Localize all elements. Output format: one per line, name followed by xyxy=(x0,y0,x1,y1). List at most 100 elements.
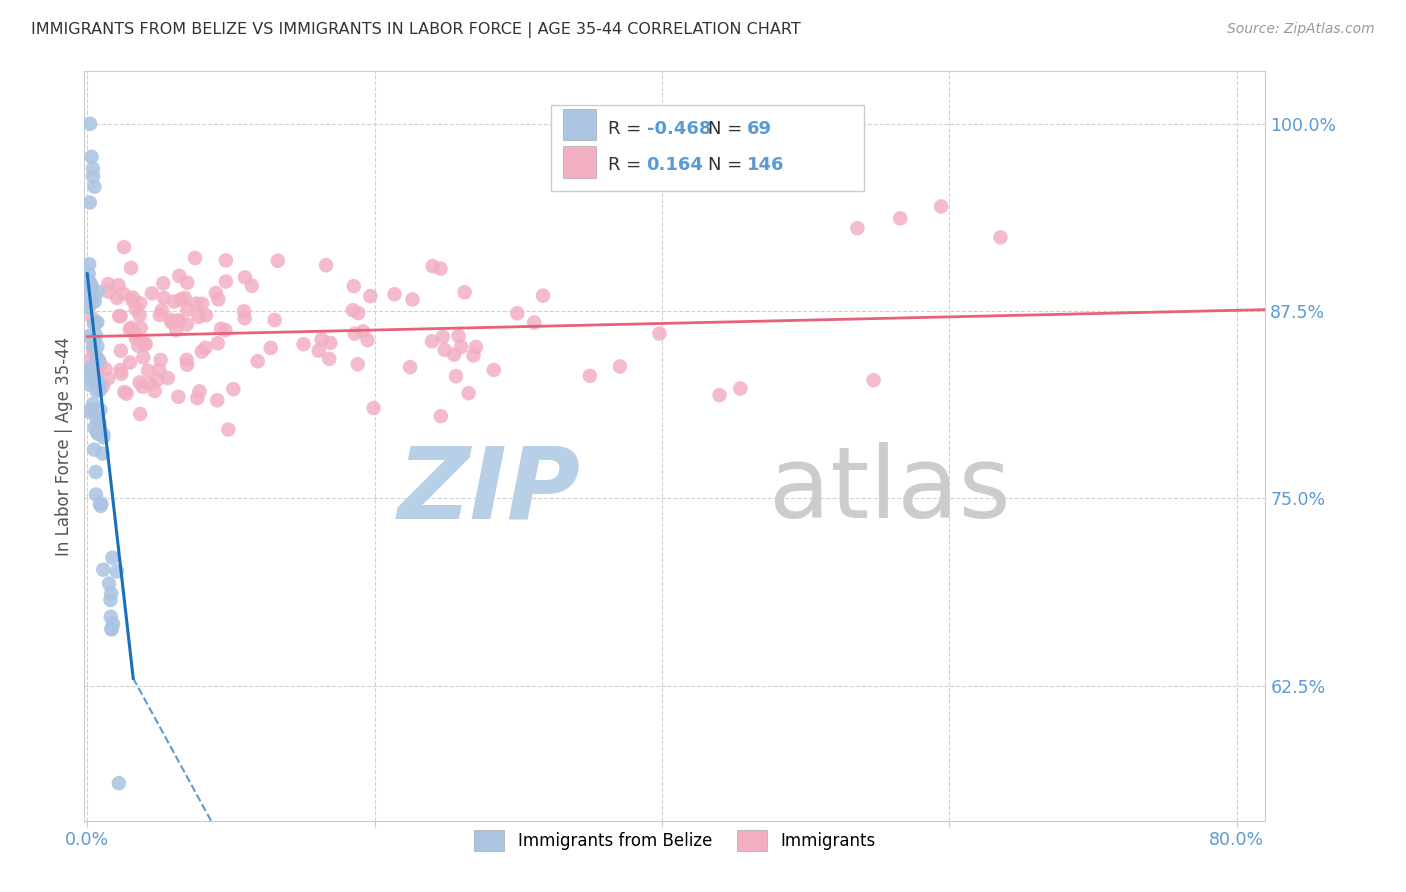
Point xyxy=(132,351,155,365)
Point xyxy=(129,407,152,421)
Point xyxy=(194,341,217,355)
Point xyxy=(167,314,190,328)
Point xyxy=(128,308,150,322)
Point xyxy=(506,306,529,320)
Point xyxy=(80,368,103,383)
Point xyxy=(159,313,181,327)
Point xyxy=(100,609,122,624)
Point xyxy=(112,286,135,301)
Point xyxy=(83,179,105,194)
Bar xyxy=(562,109,596,140)
Point xyxy=(98,576,121,591)
Point xyxy=(107,278,129,293)
Point xyxy=(84,351,107,366)
Point xyxy=(176,318,198,332)
Point xyxy=(128,376,150,390)
Point xyxy=(648,326,671,341)
Point xyxy=(122,326,145,340)
Point xyxy=(105,565,128,579)
Point xyxy=(308,343,330,358)
Point xyxy=(91,446,114,460)
Point xyxy=(120,321,142,335)
Point xyxy=(267,253,290,268)
Point xyxy=(79,277,101,291)
Point xyxy=(173,291,195,305)
Point xyxy=(82,161,104,176)
Point xyxy=(929,199,952,213)
Point xyxy=(121,293,143,308)
Point xyxy=(89,419,111,434)
Point xyxy=(77,257,100,271)
Point xyxy=(83,317,105,331)
Point xyxy=(120,260,142,275)
Point xyxy=(82,397,104,411)
Text: 0.164: 0.164 xyxy=(647,156,703,174)
Point xyxy=(121,290,143,304)
Point xyxy=(148,363,170,377)
Point xyxy=(482,363,505,377)
FancyBboxPatch shape xyxy=(551,105,863,191)
Point xyxy=(187,310,209,324)
Point xyxy=(77,301,100,315)
Point xyxy=(359,289,381,303)
Point xyxy=(609,359,631,374)
Point xyxy=(83,421,105,435)
Point xyxy=(86,373,108,387)
Point xyxy=(79,288,101,302)
Text: atlas: atlas xyxy=(769,442,1011,540)
Point xyxy=(79,276,101,290)
Point xyxy=(79,377,101,392)
Point xyxy=(207,293,229,307)
Point xyxy=(319,335,342,350)
Point xyxy=(135,337,157,351)
Point xyxy=(191,297,214,311)
Point xyxy=(444,369,467,384)
Point xyxy=(94,362,117,376)
Point xyxy=(889,211,911,226)
Point xyxy=(101,616,124,631)
Text: R =: R = xyxy=(607,156,652,174)
Point xyxy=(150,303,173,318)
Point xyxy=(100,622,122,636)
Point xyxy=(260,341,283,355)
Point xyxy=(110,363,132,377)
Legend: Immigrants from Belize, Immigrants: Immigrants from Belize, Immigrants xyxy=(468,823,882,857)
Point xyxy=(91,563,114,577)
Point xyxy=(352,325,374,339)
Point xyxy=(222,382,245,396)
Point xyxy=(115,386,138,401)
Point xyxy=(215,275,238,289)
Point xyxy=(186,391,208,405)
Point xyxy=(207,393,229,408)
Point xyxy=(118,355,141,369)
Point xyxy=(86,339,108,353)
Point xyxy=(86,365,108,379)
Point xyxy=(433,343,456,357)
Point xyxy=(86,384,108,398)
Point xyxy=(862,373,884,387)
Point xyxy=(110,309,132,323)
Point xyxy=(176,276,198,290)
Point xyxy=(80,279,103,293)
Text: -0.468: -0.468 xyxy=(647,120,711,138)
Point xyxy=(77,278,100,293)
Point xyxy=(170,293,193,307)
Point xyxy=(87,414,110,428)
Point xyxy=(429,261,451,276)
Point xyxy=(579,368,602,383)
Point xyxy=(89,383,111,397)
Point xyxy=(82,373,104,387)
Point xyxy=(143,384,166,398)
Point xyxy=(84,410,107,425)
Point xyxy=(77,362,100,376)
Point xyxy=(91,427,114,442)
Point xyxy=(97,371,120,385)
Point xyxy=(108,309,131,323)
Point xyxy=(399,360,422,375)
Point xyxy=(401,293,423,307)
Point xyxy=(191,344,214,359)
Point xyxy=(83,359,105,374)
Point xyxy=(134,337,156,351)
Point xyxy=(83,442,105,457)
Point xyxy=(363,401,385,415)
